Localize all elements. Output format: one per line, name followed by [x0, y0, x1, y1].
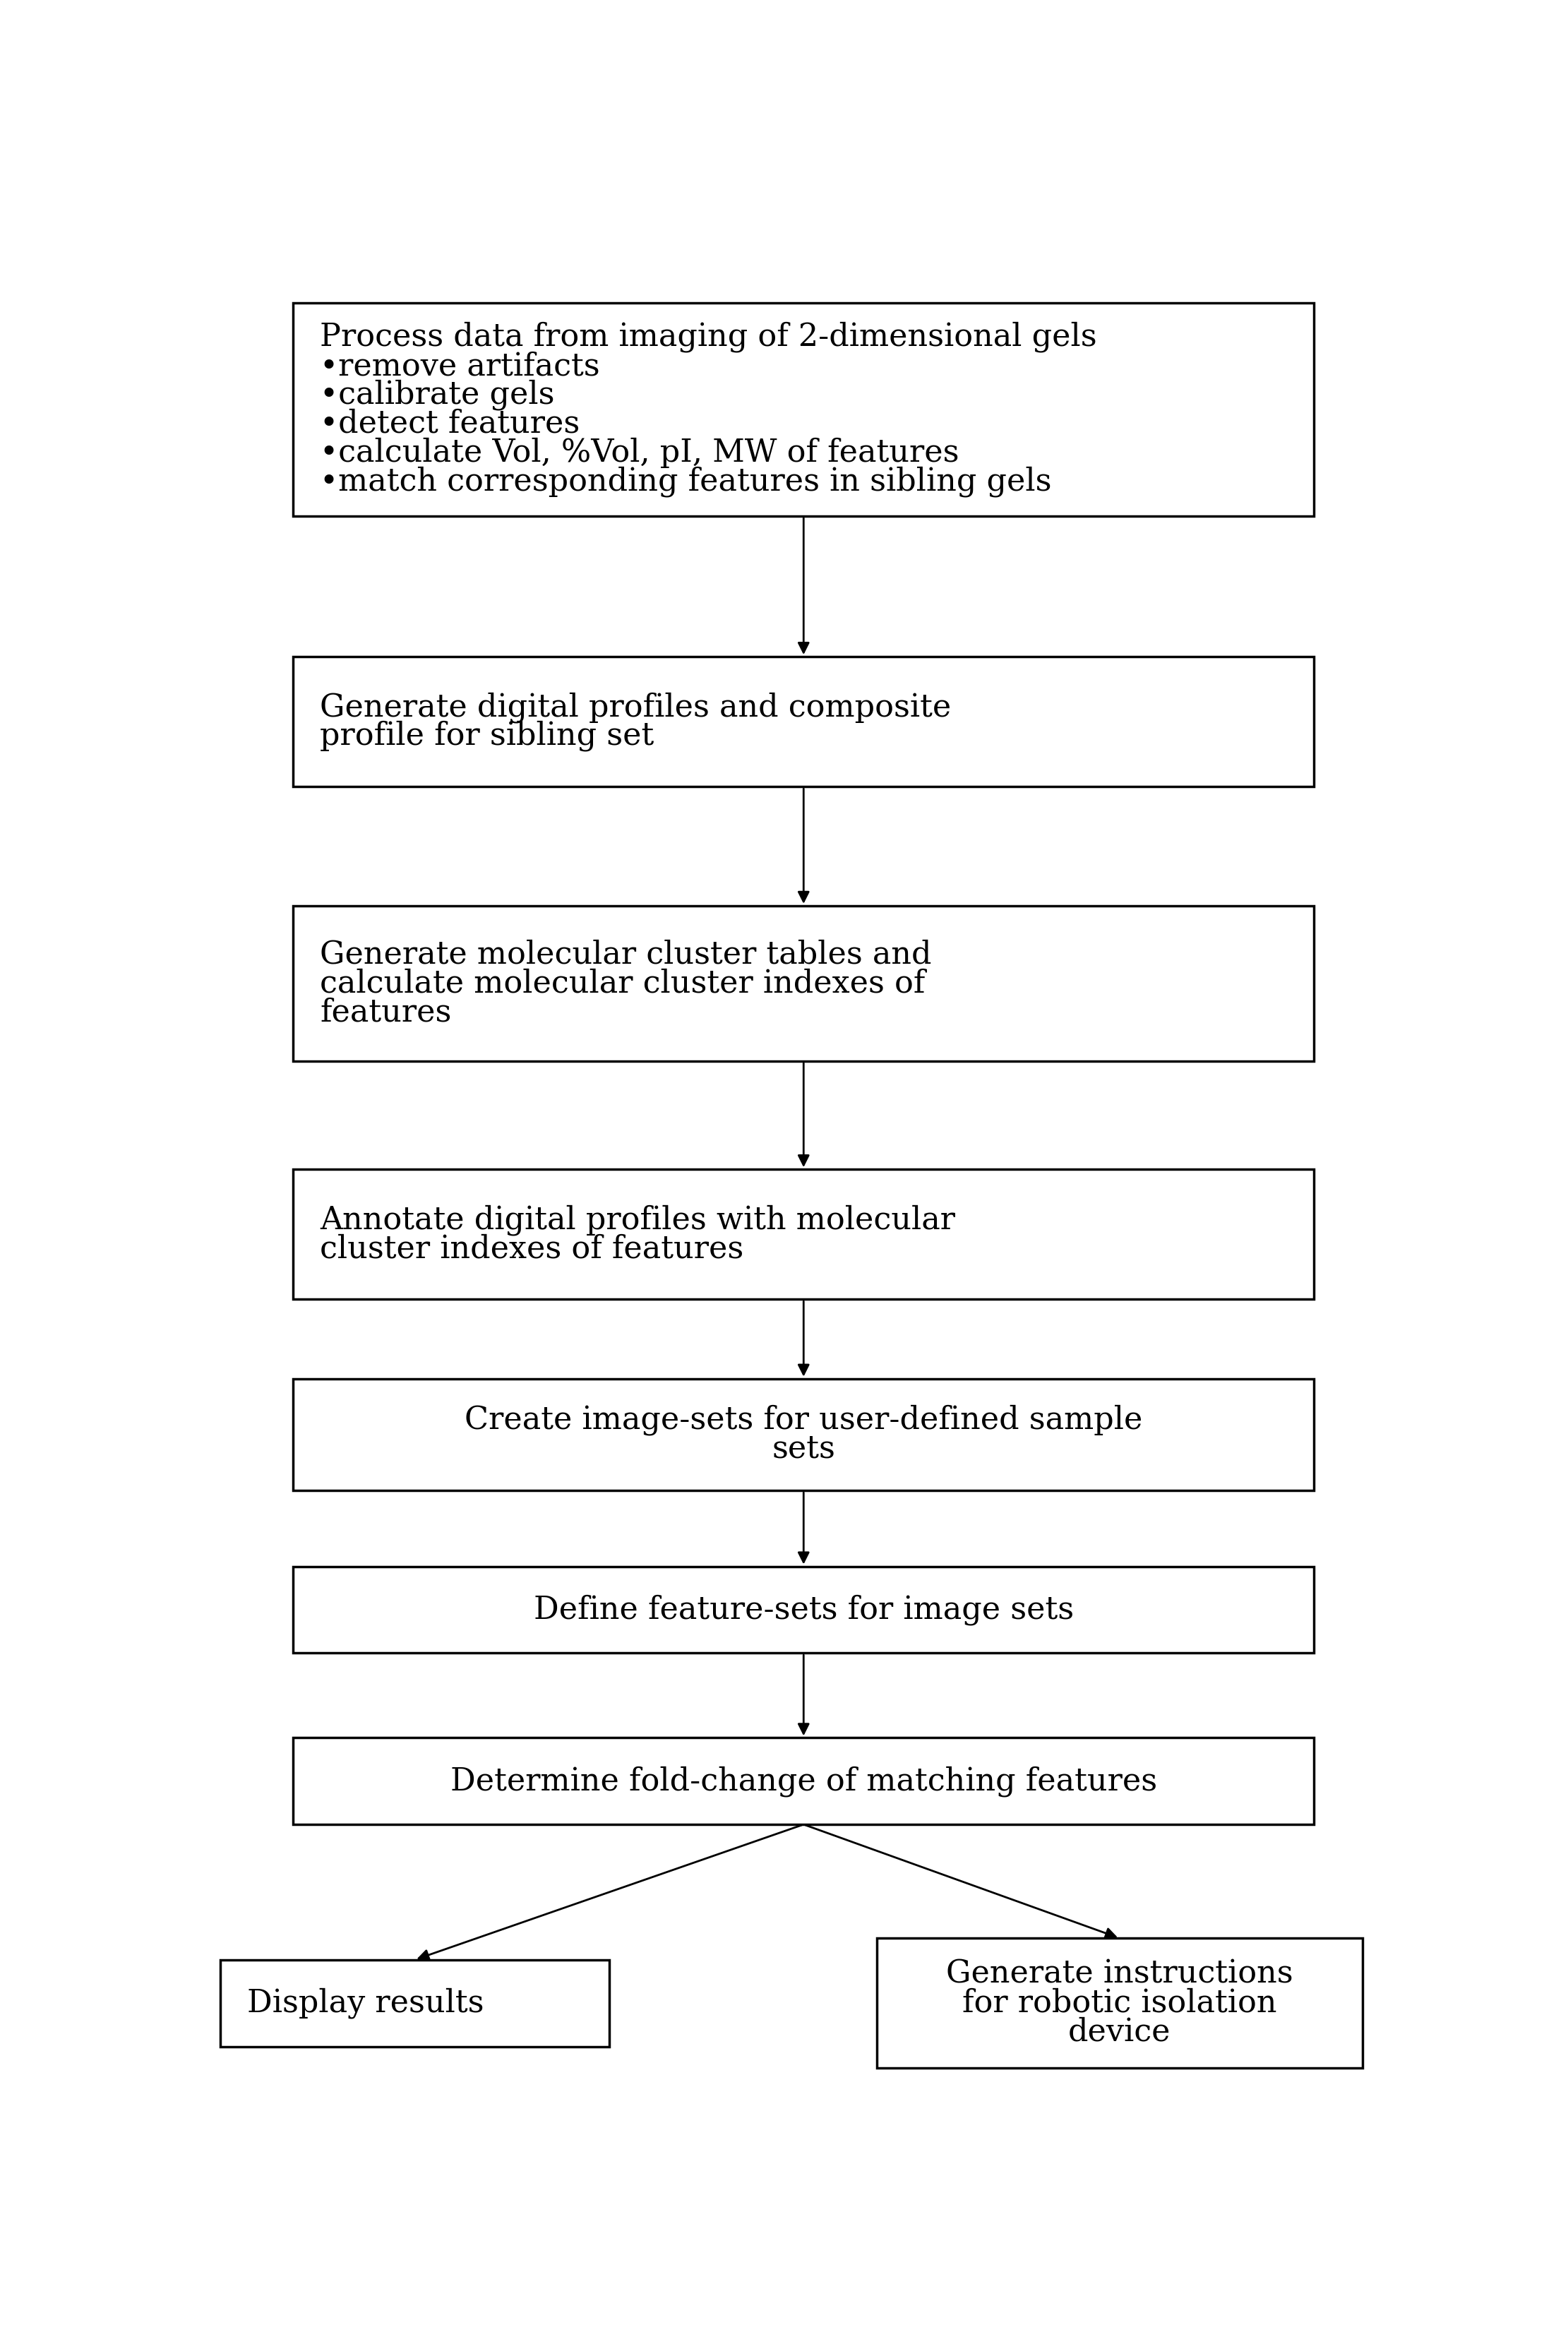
- Bar: [293, 905, 1314, 1062]
- Bar: [293, 1378, 1314, 1491]
- Text: sets: sets: [771, 1435, 836, 1465]
- Text: •calibrate gels: •calibrate gels: [320, 380, 555, 410]
- Bar: [293, 302, 1314, 516]
- Bar: [293, 1170, 1314, 1299]
- Bar: [293, 1566, 1314, 1653]
- Text: cluster indexes of features: cluster indexes of features: [320, 1233, 743, 1263]
- Text: Generate molecular cluster tables and: Generate molecular cluster tables and: [320, 940, 931, 970]
- Text: Generate digital profiles and composite: Generate digital profiles and composite: [320, 691, 952, 722]
- Text: for robotic isolation: for robotic isolation: [963, 1988, 1276, 2018]
- Text: Define feature-sets for image sets: Define feature-sets for image sets: [533, 1594, 1074, 1624]
- Bar: [293, 1737, 1314, 1824]
- Bar: [293, 656, 1314, 788]
- Text: Generate instructions: Generate instructions: [946, 1960, 1294, 1990]
- Text: Annotate digital profiles with molecular: Annotate digital profiles with molecular: [320, 1205, 955, 1235]
- Text: •detect features: •detect features: [320, 408, 580, 438]
- Text: profile for sibling set: profile for sibling set: [320, 720, 654, 752]
- Text: •match corresponding features in sibling gels: •match corresponding features in sibling…: [320, 466, 1052, 497]
- Text: Create image-sets for user-defined sample: Create image-sets for user-defined sampl…: [464, 1404, 1143, 1435]
- Text: •remove artifacts: •remove artifacts: [320, 352, 601, 382]
- Text: calculate molecular cluster indexes of: calculate molecular cluster indexes of: [320, 968, 925, 999]
- Text: Process data from imaging of 2-dimensional gels: Process data from imaging of 2-dimension…: [320, 321, 1098, 352]
- Text: Determine fold-change of matching features: Determine fold-change of matching featur…: [450, 1765, 1157, 1796]
- Bar: [220, 1960, 608, 2046]
- Text: device: device: [1068, 2016, 1171, 2046]
- Text: features: features: [320, 996, 452, 1027]
- Text: •calculate Vol, %Vol, pI, MW of features: •calculate Vol, %Vol, pI, MW of features: [320, 438, 960, 469]
- Text: Display results: Display results: [248, 1988, 485, 2018]
- Bar: [877, 1938, 1363, 2067]
